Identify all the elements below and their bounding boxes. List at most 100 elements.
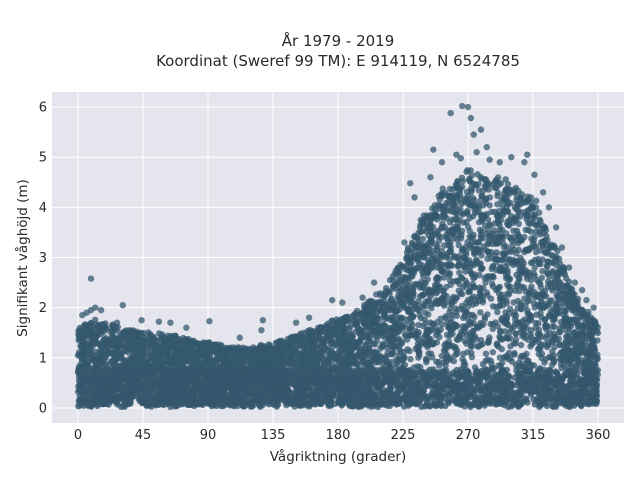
data-point [541,237,548,244]
data-point [450,278,457,285]
data-point [562,308,569,315]
data-point [440,347,448,354]
data-point [574,303,582,310]
data-point [493,249,500,256]
data-point [397,299,404,306]
data-point [395,292,402,300]
data-point [446,261,453,269]
data-point [482,180,489,187]
data-point [496,222,503,229]
data-point [480,284,487,292]
data-point [363,326,370,333]
data-point [524,193,531,200]
data-point [521,295,528,302]
data-point [561,290,568,298]
data-point [538,274,545,282]
data-point [458,232,465,239]
data-point [520,331,528,339]
data-point [281,351,289,358]
data-point [570,355,578,363]
data-point [409,239,416,246]
data-point [555,335,562,343]
data-point [369,340,377,347]
data-point [477,309,484,316]
data-point [406,332,414,339]
data-point [403,305,411,312]
data-point [513,250,520,257]
data-point [417,315,425,322]
data-point [456,280,463,288]
data-point [117,350,125,357]
data-point [497,329,504,336]
data-point [504,269,511,276]
data-point [557,356,564,363]
data-point [471,313,478,321]
data-point [468,186,476,194]
data-point [381,293,388,300]
data-point [420,212,428,219]
data-point [556,328,563,335]
data-point [393,342,400,350]
data-point [594,329,602,337]
data-point [463,299,470,306]
data-point [439,266,446,274]
data-point [553,261,560,269]
data-point [469,339,476,346]
data-point [210,345,217,352]
data-point [432,242,440,249]
data-point [518,191,526,198]
data-point [546,273,553,280]
data-point [548,323,556,330]
data-point [379,304,386,311]
data-point [229,353,237,360]
data-point [409,313,417,320]
data-point [555,255,563,263]
data-point [496,181,503,188]
data-point [499,232,506,240]
data-point [502,176,509,183]
data-point [394,264,401,272]
data-point [504,180,512,188]
data-point [550,359,558,366]
data-point [438,261,445,268]
data-point [542,323,549,331]
data-point [157,335,164,342]
data-point [478,192,486,200]
data-point [479,265,486,272]
data-point [556,341,563,348]
data-points [74,102,602,411]
data-point [360,319,367,326]
data-point [443,331,451,339]
data-point [460,350,467,358]
data-point [284,335,292,342]
data-point [146,331,153,338]
data-point [555,268,562,276]
data-point [353,352,360,360]
data-point [411,364,418,371]
data-point [426,222,434,229]
data-point [472,181,479,189]
data-point [555,278,562,285]
data-point [448,315,455,323]
data-point [97,343,105,350]
data-point [515,201,522,209]
data-point [458,247,466,254]
data-point [537,218,544,225]
data-point [365,351,372,358]
data-point [120,342,127,350]
data-point [445,241,452,248]
data-point [470,293,477,300]
data-point [511,309,519,316]
data-point [503,243,510,250]
data-point [402,330,409,338]
data-point [429,247,437,255]
data-point [468,353,476,361]
data-point [520,352,527,359]
data-point [535,326,543,333]
data-point [593,355,601,362]
data-point [447,305,454,312]
data-point [346,323,354,330]
data-point [417,221,424,228]
data-point [414,244,421,251]
